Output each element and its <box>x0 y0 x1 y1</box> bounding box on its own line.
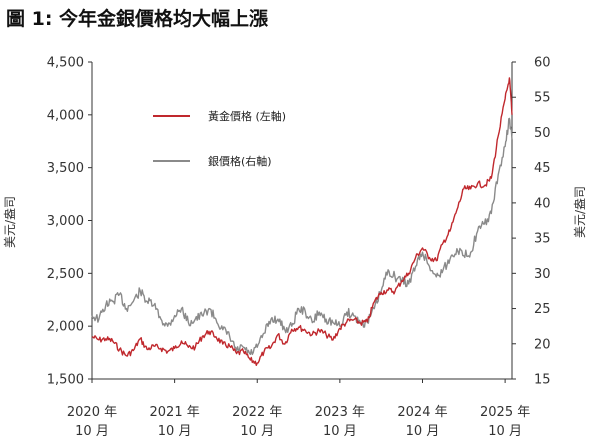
right-tick-label: 30 <box>534 267 551 282</box>
legend: 黃金價格 (左軸) 銀價格(右軸) <box>153 109 286 168</box>
left-axis-ticks: 1,500 2,000 2,500 3,000 3,500 4,000 4,500 <box>47 56 92 388</box>
right-tick-label: 60 <box>534 56 551 71</box>
right-tick-label: 15 <box>534 373 551 388</box>
gold-price-line <box>91 77 513 366</box>
right-tick-label: 25 <box>534 302 551 317</box>
x-tick-month: 10 月 <box>488 424 522 439</box>
left-tick-label: 3,000 <box>47 214 84 229</box>
right-tick-label: 50 <box>534 126 551 141</box>
x-tick-month: 10 月 <box>75 424 109 439</box>
left-tick-label: 4,500 <box>47 56 84 71</box>
x-tick-month: 10 月 <box>406 424 440 439</box>
series-layer <box>91 77 513 366</box>
x-tick-month: 10 月 <box>158 424 192 439</box>
silver-price-line <box>91 117 513 356</box>
x-tick-year: 2025 年 <box>480 405 530 420</box>
x-tick-year: 2023 年 <box>315 405 365 420</box>
left-tick-label: 1,500 <box>47 373 84 388</box>
right-tick-label: 45 <box>534 161 551 176</box>
x-tick-year: 2024 年 <box>397 405 447 420</box>
x-tick-year: 2021 年 <box>150 405 200 420</box>
x-tick-year: 2022 年 <box>232 405 282 420</box>
x-axis-ticks: 2020 年 10 月 2021 年 10 月 2022 年 10 月 2023 年 10 月… <box>67 379 530 439</box>
x-tick-year: 2020 年 <box>67 405 117 420</box>
right-tick-label: 20 <box>534 337 551 352</box>
figure-title: 圖 1: 今年金銀價格均大幅上漲 <box>6 8 269 30</box>
x-tick-month: 10 月 <box>323 424 357 439</box>
right-tick-label: 35 <box>534 232 551 247</box>
right-axis-title: 美元/盎司 <box>573 186 587 238</box>
right-tick-label: 55 <box>534 91 551 106</box>
left-tick-label: 2,500 <box>47 267 84 282</box>
left-axis-title: 美元/盎司 <box>3 196 17 248</box>
left-tick-label: 4,000 <box>47 108 84 123</box>
right-tick-label: 40 <box>534 196 551 211</box>
left-tick-label: 3,500 <box>47 161 84 176</box>
right-axis-ticks: 15 20 25 30 35 40 45 50 55 60 <box>512 56 551 388</box>
legend-gold-label: 黃金價格 (左軸) <box>208 109 286 123</box>
left-tick-label: 2,000 <box>47 320 84 335</box>
x-tick-month: 10 月 <box>240 424 274 439</box>
legend-silver-label: 銀價格(右軸) <box>208 154 272 168</box>
